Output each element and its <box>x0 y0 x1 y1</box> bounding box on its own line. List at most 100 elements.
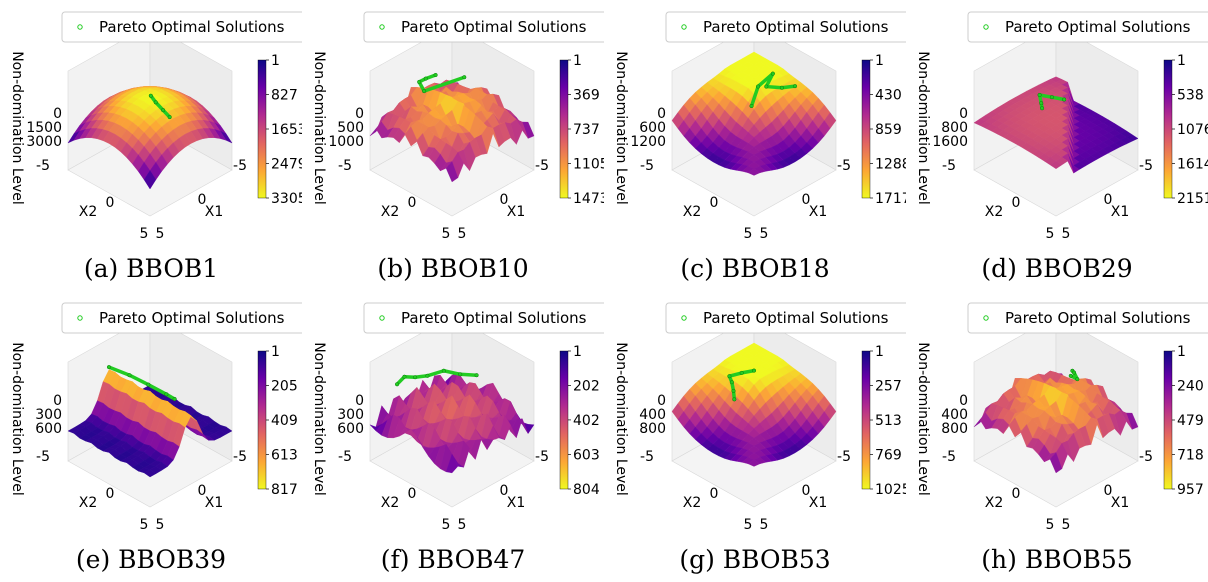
colorbar-tick-label: 718 <box>1177 448 1204 464</box>
colorbar-tick-label: 240 <box>1177 379 1204 395</box>
pareto-point <box>751 368 757 373</box>
pareto-point <box>729 380 734 385</box>
colorbar-tick-label: 1 <box>573 344 582 360</box>
y-axis-label: X2 <box>381 495 400 511</box>
pareto-trail <box>1037 93 1054 99</box>
y-tick-label: 5 <box>1046 226 1055 242</box>
colorbar-tick-label: 859 <box>875 122 902 138</box>
z-tick-label: 800 <box>639 421 666 437</box>
x-tick-label: 5 <box>156 226 165 242</box>
pareto-trail <box>422 75 467 93</box>
colorbar-tick-label: 1653 <box>271 122 302 138</box>
x-axis-label: X1 <box>1111 495 1130 511</box>
pareto-trail <box>739 368 756 375</box>
z-axis-label: Non-domination Level <box>915 51 931 205</box>
surface <box>369 371 535 474</box>
x-axis-label: X1 <box>205 495 224 511</box>
pareto-point <box>739 370 744 375</box>
pareto-trail <box>127 373 151 387</box>
z-tick-label: 0 <box>53 106 62 122</box>
colorbar-tick-label: 737 <box>573 122 600 138</box>
y-tick-label: 0 <box>710 195 719 211</box>
y-axis-label: X2 <box>381 204 400 220</box>
pareto-point <box>458 372 463 377</box>
colorbar-tick-label: 957 <box>1177 482 1204 498</box>
colorbar-tick-label: 2151 <box>1177 191 1208 207</box>
z-tick-label: 300 <box>35 407 62 423</box>
pareto-point <box>756 84 761 89</box>
x-tick-label: 0 <box>802 483 811 499</box>
y-tick-label: -5 <box>36 449 50 465</box>
pareto-point <box>1062 97 1067 102</box>
colorbar-tick-label: 769 <box>875 448 902 464</box>
pareto-trail <box>727 371 744 378</box>
colorbar-tick-label: 1 <box>271 344 280 360</box>
legend-marker <box>983 24 989 30</box>
y-tick-label: 5 <box>140 226 149 242</box>
y-tick-label: -5 <box>640 449 654 465</box>
pareto-trail <box>756 71 775 89</box>
z-tick-label: 800 <box>941 421 968 437</box>
x-tick-label: 0 <box>500 192 509 208</box>
pareto-trail <box>146 382 169 397</box>
x-tick-label: -5 <box>837 449 851 465</box>
colorbar <box>559 59 569 199</box>
subplot-8: 0 400 800 Non-domination Level -5 0 5 X2 -5 0 5 X1 P… <box>906 291 1208 582</box>
x-tick-label: -5 <box>233 449 247 465</box>
x-axis-label: X1 <box>1111 204 1130 220</box>
colorbar-tick-label: 257 <box>875 379 902 395</box>
surface <box>67 86 233 190</box>
colorbar-tick-label: 205 <box>271 379 298 395</box>
legend-frame <box>363 302 604 334</box>
x-tick-label: -5 <box>535 158 549 174</box>
colorbar-tick-label: 1 <box>875 53 884 69</box>
colorbar-tick-label: 804 <box>573 482 600 498</box>
pareto-points <box>417 72 467 94</box>
pareto-point <box>148 93 153 98</box>
colorbar-tick-label: 479 <box>1177 413 1204 429</box>
surface <box>67 369 233 478</box>
z-tick-label: 600 <box>639 120 666 136</box>
colorbar-tick-label: 430 <box>875 88 902 104</box>
subplot-caption: (a) BBOB1 <box>83 254 219 283</box>
subplot-caption: (h) BBOB55 <box>981 545 1133 574</box>
z-tick-label: 400 <box>941 407 968 423</box>
pareto-point <box>395 382 400 387</box>
z-tick-label: 800 <box>941 120 968 136</box>
legend-label: Pareto Optimal Solutions <box>401 18 587 36</box>
y-tick-label: 0 <box>106 486 115 502</box>
pareto-point <box>1049 95 1054 100</box>
z-axis-label: Non-domination Level <box>613 51 629 205</box>
legend-label: Pareto Optimal Solutions <box>1005 18 1191 36</box>
x-tick-label: 5 <box>760 226 769 242</box>
y-tick-label: 5 <box>744 226 753 242</box>
pareto-point <box>462 75 467 80</box>
colorbar-tick-label: 613 <box>271 448 298 464</box>
y-tick-label: 0 <box>408 486 417 502</box>
y-axis-label: X2 <box>683 204 702 220</box>
y-tick-label: -5 <box>338 158 352 174</box>
colorbar-tick-label: 402 <box>573 413 600 429</box>
pareto-points <box>106 365 177 402</box>
colorbar-tick-label: 513 <box>875 413 902 429</box>
y-tick-label: 0 <box>710 486 719 502</box>
pareto-point <box>164 392 169 397</box>
x-tick-label: 0 <box>500 483 509 499</box>
legend: Pareto Optimal Solutions <box>61 11 302 43</box>
subplot-caption: (e) BBOB39 <box>75 545 227 574</box>
colorbar-tick-label: 1 <box>573 53 582 69</box>
pareto-trail <box>458 372 479 377</box>
subplot-7: 0 400 800 Non-domination Level -5 0 5 X2 -5 0 5 X1 P… <box>604 291 906 582</box>
z-tick-label: 1600 <box>932 134 968 150</box>
pareto-trail <box>413 374 430 379</box>
surface <box>973 76 1139 174</box>
pareto-points <box>727 368 757 402</box>
pareto-points <box>1037 92 1067 111</box>
pareto-point <box>1040 106 1045 111</box>
legend: Pareto Optimal Solutions <box>967 302 1208 334</box>
z-axis-label: Non-domination Level <box>613 342 629 496</box>
